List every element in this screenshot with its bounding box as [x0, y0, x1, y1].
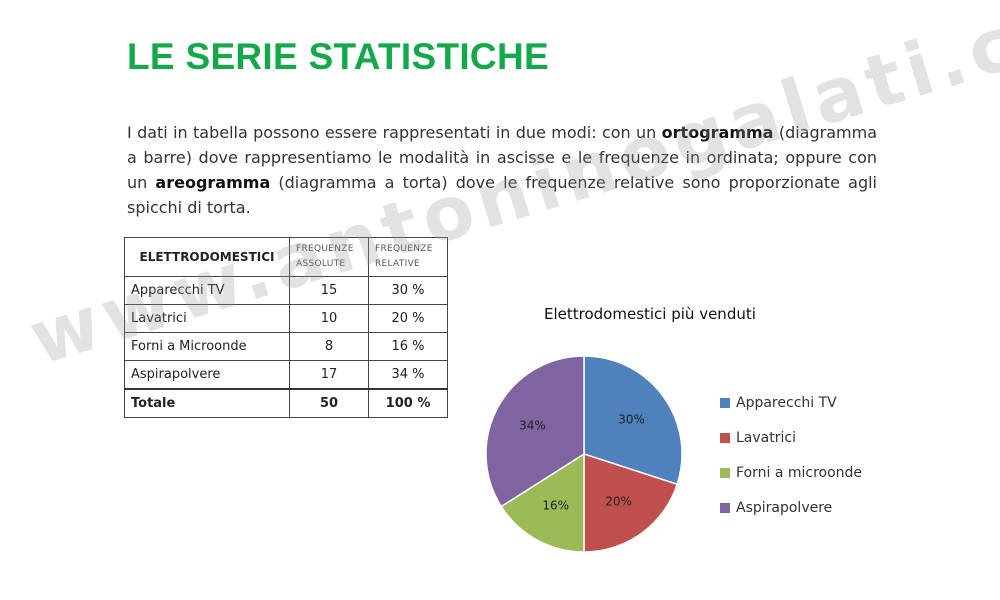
legend-label: Apparecchi TV	[736, 394, 837, 411]
pie-data-label: 34%	[519, 419, 546, 433]
legend-label: Aspirapolvere	[736, 499, 833, 516]
row-relative-frequency: 20 %	[368, 304, 448, 333]
row-label: Forni a Microonde	[124, 332, 290, 361]
pie-slice-forni-a-microonde	[500, 452, 585, 553]
total-relative-frequency: 100 %	[368, 388, 448, 418]
legend-swatch	[720, 432, 730, 443]
pie-data-label: 16%	[542, 499, 569, 513]
row-absolute-frequency: 17	[289, 360, 369, 390]
legend-item: Apparecchi TV	[720, 385, 862, 420]
row-label: Lavatrici	[124, 304, 290, 333]
intro-text-3: (diagramma a torta) dove le frequenze re…	[127, 173, 877, 217]
chart-title: Elettrodomestici più venduti	[544, 305, 756, 323]
legend-item: Aspirapolvere	[720, 490, 862, 525]
header-elettrodomestici: ELETTRODOMESTICI	[124, 237, 290, 277]
legend-swatch	[720, 467, 730, 478]
row-relative-frequency: 30 %	[368, 276, 448, 305]
intro-term-areogramma: areogramma	[155, 173, 271, 192]
row-absolute-frequency: 10	[289, 304, 369, 333]
row-label: Aspirapolvere	[124, 360, 290, 390]
frequency-table: ELETTRODOMESTICI FREQUENZE ASSOLUTE FREQ…	[124, 237, 448, 418]
total-label: Totale	[124, 388, 290, 418]
row-label: Apparecchi TV	[124, 276, 290, 305]
header-frequenze-assolute: FREQUENZE ASSOLUTE	[289, 237, 369, 277]
table-header-row: ELETTRODOMESTICI FREQUENZE ASSOLUTE FREQ…	[124, 237, 448, 277]
table-row: Forni a Microonde 8 16 %	[124, 332, 448, 361]
legend-item: Forni a microonde	[720, 455, 862, 490]
legend-label: Forni a microonde	[736, 464, 863, 481]
legend-swatch	[720, 502, 730, 513]
slide-title: LE SERIE STATISTICHE	[127, 36, 549, 77]
intro-text-1: I dati in tabella possono essere rappres…	[127, 123, 662, 142]
row-absolute-frequency: 8	[289, 332, 369, 361]
row-absolute-frequency: 15	[289, 276, 369, 305]
table-total-row: Totale 50 100 %	[124, 388, 448, 418]
table-row: Lavatrici 10 20 %	[124, 304, 448, 333]
pie-slice-aspirapolvere	[485, 355, 585, 508]
chart-legend: Apparecchi TV Lavatrici Forni a microonde A…	[720, 385, 862, 525]
pie-data-label: 20%	[605, 495, 632, 509]
intro-term-ortogramma: ortogramma	[661, 123, 774, 142]
table-row: Apparecchi TV 15 30 %	[124, 276, 448, 305]
table-row: Aspirapolvere 17 34 %	[124, 360, 448, 390]
legend-swatch	[720, 397, 730, 408]
intro-text-2: (diagramma a barre) dove rappresentiamo …	[127, 123, 877, 192]
pie-slice-apparecchi-tv	[583, 355, 683, 486]
pie-data-label: 30%	[618, 412, 645, 426]
legend-item: Lavatrici	[720, 420, 862, 455]
legend-label: Lavatrici	[736, 429, 796, 446]
total-absolute-frequency: 50	[289, 388, 369, 418]
row-relative-frequency: 16 %	[368, 332, 448, 361]
row-relative-frequency: 34 %	[368, 360, 448, 390]
pie-slice-lavatrici	[583, 452, 679, 553]
header-frequenze-relative: FREQUENZE RELATIVE	[368, 237, 448, 277]
intro-paragraph: I dati in tabella possono essere rappres…	[127, 120, 877, 220]
pie-chart: 30% 20% 16% 34%	[485, 355, 683, 553]
